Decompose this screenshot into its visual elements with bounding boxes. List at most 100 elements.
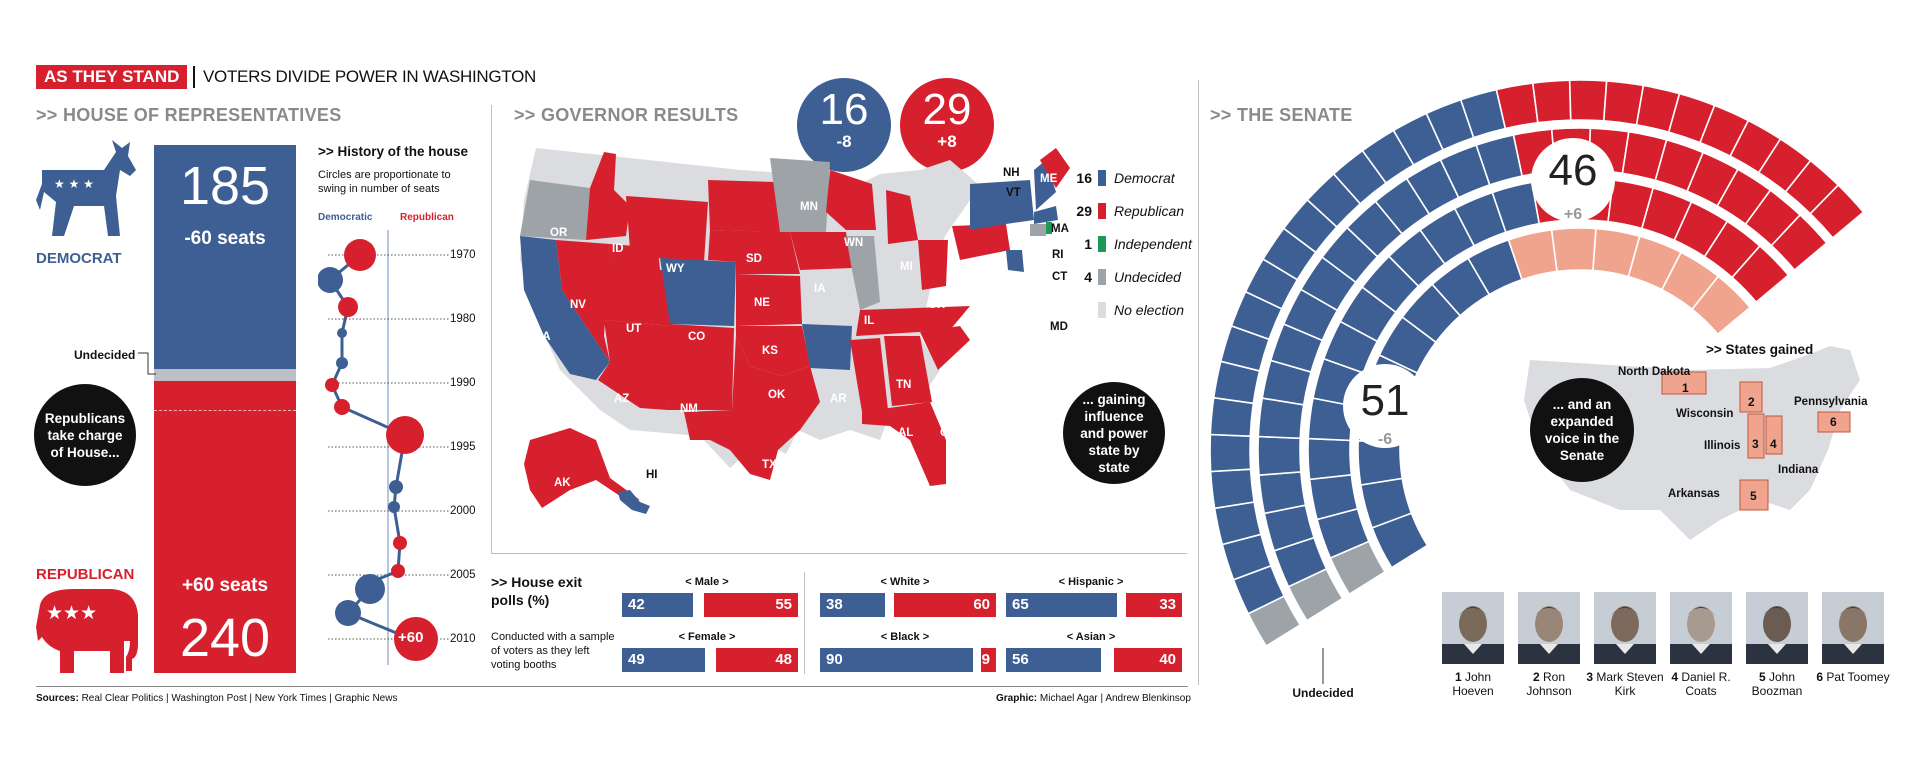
senate-rep-seat bbox=[1654, 138, 1705, 193]
footer-sources: Sources: Real Clear Politics | Washingto… bbox=[36, 693, 397, 704]
senator-number: 2 bbox=[1532, 670, 1543, 684]
poll-group-label: < Hispanic > bbox=[1058, 576, 1124, 588]
history-last-label: +60 bbox=[398, 629, 424, 646]
state-label: PA bbox=[974, 283, 989, 295]
state-label: SC bbox=[966, 395, 982, 407]
senate-dem-seat bbox=[1475, 133, 1524, 186]
poll-dem-bar: 90 bbox=[820, 648, 973, 672]
senate-rep-seat bbox=[1770, 213, 1828, 272]
history-year: 1980 bbox=[450, 313, 476, 325]
senate-rep-seat bbox=[1602, 80, 1645, 126]
senator-portrait bbox=[1442, 592, 1504, 664]
senate-rep-seat bbox=[1716, 168, 1772, 226]
state-ut bbox=[604, 244, 676, 326]
poll-dem-bar: 65 bbox=[1006, 593, 1117, 617]
history-year: 1995 bbox=[450, 441, 476, 453]
gov-rep-circle: 29 +8 bbox=[900, 78, 994, 172]
senator-caption: 5 John Boozman bbox=[1737, 670, 1817, 698]
senator-caption: 6 Pat Toomey bbox=[1813, 670, 1893, 684]
gained-num: 6 bbox=[1830, 415, 1837, 429]
state-label: AZ bbox=[614, 393, 629, 405]
senate-dem-change: -6 bbox=[1378, 431, 1392, 448]
state-label: AR bbox=[830, 393, 847, 405]
state-tn bbox=[856, 306, 970, 336]
senator-caption: 4 Daniel R. Coats bbox=[1661, 670, 1741, 698]
state-label: CA bbox=[534, 331, 551, 343]
state-ca bbox=[520, 236, 610, 380]
senate-dem-seat bbox=[1431, 257, 1491, 317]
house-rep-change: +60 seats bbox=[181, 575, 269, 596]
gained-pa bbox=[1817, 411, 1851, 433]
senator-number: 3 bbox=[1586, 670, 1597, 684]
senate-dem-seat bbox=[1258, 471, 1307, 515]
state-label: NM bbox=[680, 403, 698, 415]
gov-dem-total: 16 bbox=[819, 85, 869, 134]
chevron-double-icon: >> bbox=[491, 574, 512, 590]
senate-dem-seat bbox=[1345, 200, 1404, 258]
state-label: VT bbox=[1006, 187, 1021, 199]
senate-dem-seat bbox=[1261, 359, 1313, 406]
history-rep-col: Republican bbox=[400, 212, 454, 223]
header-divider bbox=[193, 66, 195, 88]
divider bbox=[36, 686, 1188, 687]
graphic-label: Graphic: bbox=[996, 693, 1038, 704]
state-label: KS bbox=[762, 345, 778, 357]
history-rep-circle bbox=[394, 617, 438, 661]
state-mn bbox=[770, 158, 830, 232]
legend-label: No election bbox=[1114, 302, 1185, 318]
legend-num: 4 bbox=[1084, 269, 1092, 285]
gov-dem-circle: 16 -8 bbox=[797, 78, 891, 172]
senate-rep-seat bbox=[1784, 159, 1840, 215]
state-or bbox=[520, 180, 590, 240]
history-rep-circle bbox=[393, 536, 407, 550]
history-year: 1970 bbox=[450, 249, 476, 261]
senate-dem-seat bbox=[1467, 238, 1524, 296]
poll-group-label: < Black > bbox=[880, 631, 930, 643]
senate-dem-seat bbox=[1232, 564, 1286, 615]
senate-rep-seat bbox=[1686, 151, 1739, 208]
state-label: RI bbox=[1052, 249, 1064, 261]
senate-dem-seat bbox=[1209, 468, 1256, 510]
state-sc bbox=[920, 326, 970, 370]
senator-name: John Boozman bbox=[1751, 670, 1803, 698]
header-title: VOTERS DIVIDE POWER IN WASHINGTON bbox=[203, 67, 536, 86]
gained-ar bbox=[1739, 479, 1769, 511]
senate-rep-seat bbox=[1691, 275, 1752, 336]
svg-text:★★★: ★★★ bbox=[46, 602, 97, 624]
senate-rep-seat bbox=[1744, 189, 1802, 247]
history-rep-circle bbox=[334, 399, 350, 415]
senate-dem-seat bbox=[1378, 315, 1437, 375]
state-label: ME bbox=[1040, 173, 1058, 185]
house-title-text: HOUSE OF REPRESENTATIVES bbox=[62, 105, 342, 125]
senator-portrait bbox=[1746, 592, 1808, 664]
house-dem-seats: 185 bbox=[179, 156, 271, 216]
history-title: >> History of the house bbox=[318, 144, 468, 159]
house-callout-text: Republicans take charge of House... bbox=[44, 410, 126, 460]
senator-portrait bbox=[1518, 592, 1580, 664]
chevron-double-icon: >> bbox=[1210, 105, 1237, 125]
senator-portrait bbox=[1670, 592, 1732, 664]
states-gained-title: >> States gained bbox=[1706, 342, 1813, 357]
senator-number: 1 bbox=[1454, 670, 1465, 684]
exit-polls-note: Conducted with a sample of voters as the… bbox=[491, 631, 615, 671]
legend-swatch bbox=[1098, 203, 1106, 219]
governor-callout: ... gaining influence and power state by… bbox=[1063, 382, 1165, 484]
state-label: TN bbox=[896, 379, 911, 391]
legend-num: 16 bbox=[1076, 170, 1092, 186]
senate-rep-total: 46 bbox=[1549, 146, 1598, 195]
senate-dem-seat bbox=[1282, 288, 1339, 342]
senate-dem-seat bbox=[1282, 198, 1338, 254]
history-rep-circle bbox=[338, 297, 358, 317]
state-label: WN bbox=[844, 237, 863, 249]
senator-portrait bbox=[1594, 592, 1656, 664]
senate-dem-seat bbox=[1339, 285, 1397, 343]
footer-graphic: Graphic: Michael Agar | Andrew Blenkinso… bbox=[996, 693, 1191, 704]
governor-us-map: OR ID WY SD MN WN MI ME NH VT MA RI CT M… bbox=[520, 148, 1070, 514]
senate-undecided-seat bbox=[1287, 567, 1344, 622]
house-dem-bar bbox=[154, 145, 296, 369]
senate-dem-seat bbox=[1213, 501, 1262, 546]
gained-name: Pennsylvania bbox=[1794, 396, 1868, 408]
poll-rep-bar: 33 bbox=[1126, 593, 1182, 617]
gov-legend-row: 29 Republican bbox=[1070, 203, 1184, 219]
